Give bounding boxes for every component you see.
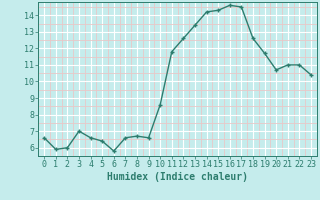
X-axis label: Humidex (Indice chaleur): Humidex (Indice chaleur) xyxy=(107,172,248,182)
